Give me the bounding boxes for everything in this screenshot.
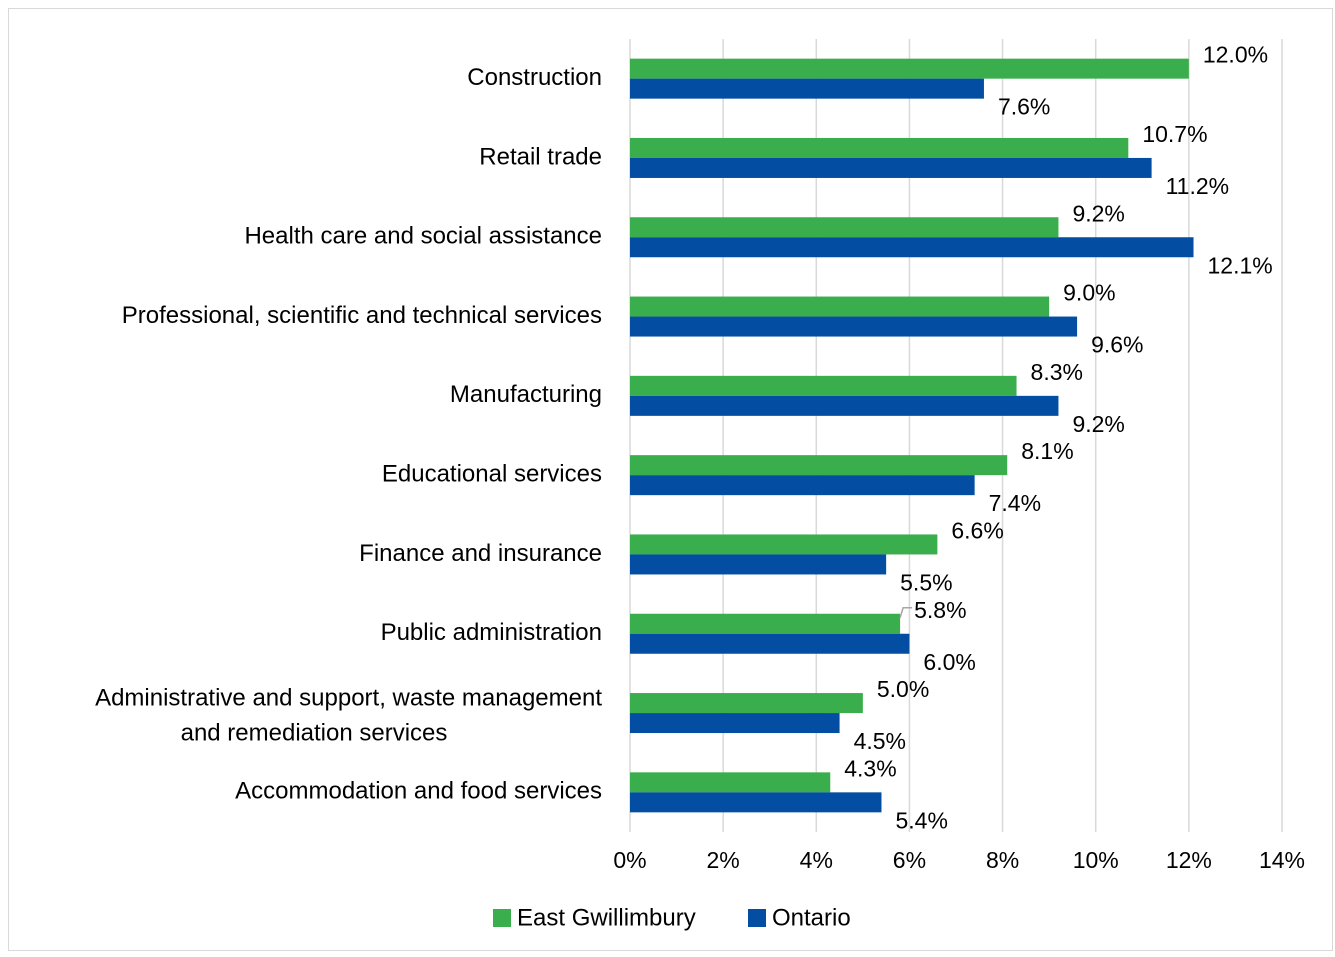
bar-ontario: [630, 237, 1194, 258]
x-tick-label: 2%: [707, 847, 740, 873]
data-label: 9.2%: [1072, 200, 1124, 226]
leader-line: [899, 607, 913, 618]
category-label: Retail trade: [479, 143, 602, 170]
x-tick-label: 10%: [1073, 847, 1119, 873]
legend-label: East Gwillimbury: [517, 904, 696, 931]
data-label: 11.2%: [1166, 173, 1230, 199]
x-tick-label: 14%: [1259, 847, 1305, 873]
category-label: Accommodation and food services: [235, 778, 602, 805]
data-label: 8.3%: [1031, 359, 1083, 385]
data-label: 10.7%: [1142, 121, 1207, 147]
x-tick-label: 4%: [800, 847, 833, 873]
data-label: 6.0%: [923, 649, 975, 675]
data-label: 9.6%: [1091, 332, 1143, 358]
data-label: 9.0%: [1063, 280, 1115, 306]
data-label: 4.5%: [854, 728, 906, 754]
legend: East Gwillimbury Ontario: [493, 904, 851, 931]
category-labels: Construction Retail trade Health care and …: [95, 64, 602, 805]
bar-ontario: [630, 78, 984, 99]
category-label: Construction: [467, 64, 602, 91]
data-label: 5.8%: [914, 597, 966, 623]
category-label: and remediation services: [181, 719, 448, 746]
category-label: Finance and insurance: [359, 540, 602, 567]
data-label: 4.3%: [844, 755, 896, 781]
bar-east-gwillimbury: [630, 693, 863, 714]
bar-east-gwillimbury: [630, 217, 1059, 238]
bar-ontario: [630, 475, 975, 496]
x-tick-label: 6%: [893, 847, 926, 873]
category-label: Educational services: [382, 460, 602, 487]
bar-ontario: [630, 395, 1059, 416]
legend-label: Ontario: [772, 904, 851, 931]
data-label: 12.1%: [1208, 252, 1273, 278]
x-axis-tick-labels: 0% 2% 4% 6% 8% 10% 12% 14%: [613, 847, 1305, 873]
data-label: 7.6%: [998, 94, 1050, 120]
data-label: 5.5%: [900, 570, 952, 596]
category-label: Public administration: [381, 619, 602, 646]
value-labels: 12.0% 7.6% 10.7% 11.2% 9.2% 12.1% 9.0% 9.6% 8.3%…: [844, 42, 1272, 834]
category-label: Health care and social assistance: [244, 223, 602, 250]
x-tick-label: 12%: [1166, 847, 1212, 873]
data-label: 9.2%: [1072, 411, 1124, 437]
data-label: 5.4%: [895, 807, 947, 833]
legend-swatch: [493, 909, 511, 927]
data-label: 7.4%: [989, 490, 1041, 516]
category-label: Manufacturing: [450, 381, 602, 408]
data-label: 6.6%: [951, 518, 1003, 544]
bar-ontario: [630, 792, 882, 813]
x-tick-label: 8%: [986, 847, 1019, 873]
data-label: 8.1%: [1021, 438, 1073, 464]
legend-swatch: [748, 909, 766, 927]
bar-east-gwillimbury: [630, 455, 1008, 476]
data-label: 5.0%: [877, 676, 929, 702]
bar-east-gwillimbury: [630, 772, 831, 793]
bar-chart: 12.0% 7.6% 10.7% 11.2% 9.2% 12.1% 9.0% 9.6% 8.3%…: [95, 39, 1305, 931]
category-label: Administrative and support, waste manage…: [95, 684, 602, 711]
data-label: 12.0%: [1203, 42, 1268, 68]
category-label: Professional, scientific and technical s…: [122, 302, 602, 329]
bar-ontario: [630, 554, 887, 575]
bar-ontario: [630, 713, 840, 734]
bar-east-gwillimbury: [630, 534, 938, 555]
bar-east-gwillimbury: [630, 375, 1017, 396]
bar-east-gwillimbury: [630, 296, 1050, 317]
chart-container: 12.0% 7.6% 10.7% 11.2% 9.2% 12.1% 9.0% 9.6% 8.3%…: [8, 8, 1333, 951]
x-tick-label: 0%: [613, 847, 646, 873]
bar-east-gwillimbury: [630, 137, 1129, 158]
bar-east-gwillimbury: [630, 613, 901, 634]
bar-east-gwillimbury: [630, 58, 1189, 79]
bar-ontario: [630, 633, 910, 654]
bars: [630, 58, 1194, 813]
bar-ontario: [630, 316, 1078, 337]
bar-ontario: [630, 157, 1152, 178]
